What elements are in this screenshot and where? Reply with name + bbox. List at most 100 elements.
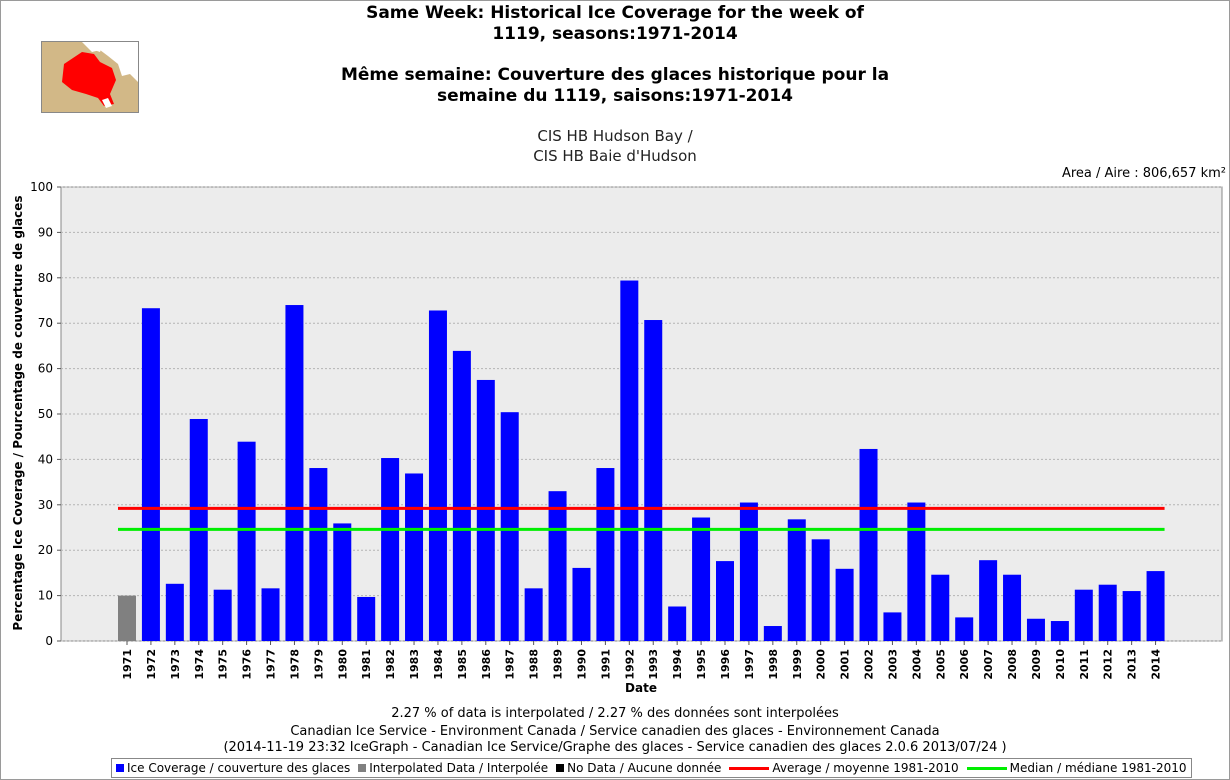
legend-average-line	[729, 766, 770, 770]
x-axis-label: Date	[625, 681, 657, 695]
bar	[1003, 574, 1022, 641]
bar	[1146, 571, 1165, 641]
x-tick-label: 1983	[408, 649, 421, 680]
legend-coverage-label: Ice Coverage / couverture des glaces	[127, 761, 351, 775]
x-tick-label: 1988	[528, 649, 541, 680]
bar	[907, 502, 926, 641]
bar	[285, 305, 304, 641]
x-tick-label: 2009	[1030, 649, 1043, 680]
footer-interpolation-note: 2.27 % of data is interpolated / 2.27 % …	[391, 706, 839, 721]
x-tick-label: 1984	[432, 649, 445, 680]
bar	[1122, 591, 1141, 641]
y-axis-label: Percentage Ice Coverage / Pourcentage de…	[11, 195, 25, 630]
bar	[548, 491, 567, 641]
bar	[1050, 621, 1069, 641]
bar-chart: 0 10 20 30 40 50 60 70 80 90 100 1971 1972 1973 1974 19…	[11, 180, 1223, 695]
area-label: Area / Aire : 806,657 km²	[1061, 166, 1226, 181]
bar	[165, 583, 184, 641]
bar	[141, 308, 160, 641]
hudson-bay-region	[62, 52, 116, 106]
bar	[979, 560, 998, 641]
bar	[763, 626, 782, 641]
x-tick-label: 1987	[504, 649, 517, 680]
y-tick-label: 20	[38, 543, 53, 557]
bar	[787, 519, 806, 641]
x-tick-label: 1998	[767, 649, 780, 680]
x-tick-label: 2002	[863, 649, 876, 680]
legend-interpolated-label: Interpolated Data / Interpolée	[369, 761, 549, 775]
y-tick-label: 90	[38, 225, 53, 239]
bar-interpolated	[118, 595, 136, 641]
bar	[859, 448, 878, 641]
legend-interpolated-swatch	[358, 764, 367, 772]
y-tick-label: 50	[38, 407, 53, 421]
x-tick-label: 1974	[193, 649, 206, 680]
x-tick-label: 2005	[934, 649, 947, 680]
bar	[237, 441, 256, 641]
y-tick-label: 80	[38, 271, 53, 285]
legend-median: Median / médiane 1981-2010	[966, 761, 1187, 775]
x-tick-label: 1997	[743, 649, 756, 680]
legend-coverage-swatch	[116, 764, 124, 772]
y-tick-label: 100	[30, 180, 53, 194]
x-tick-label: 1992	[623, 649, 636, 680]
x-tick-label: 1979	[312, 649, 325, 680]
x-tick-label: 2013	[1126, 649, 1139, 680]
bar	[931, 574, 950, 641]
legend-coverage: Ice Coverage / couverture des glaces	[116, 761, 350, 775]
y-tick-label: 70	[38, 316, 53, 330]
bar	[692, 517, 711, 641]
x-tick-label: 1975	[217, 649, 230, 680]
x-tick-label: 1978	[288, 649, 301, 680]
bar	[883, 612, 902, 641]
x-tick-label: 2008	[1006, 649, 1019, 680]
title-en-line1: Same Week: Historical Ice Coverage for t…	[366, 3, 864, 23]
bar	[428, 310, 447, 641]
x-tick-label: 1991	[599, 649, 612, 680]
bar	[333, 523, 352, 641]
x-tick-label: 1993	[647, 649, 660, 680]
bar	[476, 379, 495, 641]
y-tick-label: 40	[38, 452, 53, 466]
x-tick-label: 2006	[958, 649, 971, 680]
bar	[596, 468, 615, 641]
x-tick-label: 2011	[1078, 649, 1091, 680]
bar	[452, 350, 471, 641]
bar	[1074, 589, 1093, 641]
x-tick-label: 1994	[671, 649, 684, 680]
x-tick-label: 1996	[719, 649, 732, 680]
legend-median-label: Median / médiane 1981-2010	[1009, 761, 1187, 775]
x-tick-label: 1985	[456, 649, 469, 680]
bar	[1026, 618, 1045, 641]
bar	[835, 568, 854, 641]
x-tick-label: 2014	[1150, 649, 1163, 680]
bar	[309, 468, 328, 641]
x-tick-label: 1977	[265, 649, 278, 680]
region-line1: CIS HB Hudson Bay /	[537, 127, 693, 145]
legend-nodata-label: No Data / Aucune donnée	[567, 761, 722, 775]
x-tick-label: 1980	[336, 649, 349, 680]
legend-interpolated: Interpolated Data / Interpolée	[358, 761, 548, 775]
y-tick-label: 0	[45, 634, 53, 648]
title-fr-line2: semaine du 1119, saisons:1971-2014	[436, 86, 793, 106]
legend-average: Average / moyenne 1981-2010	[729, 761, 959, 775]
x-tick-label: 1986	[480, 649, 493, 680]
x-tick-label: 1972	[145, 649, 158, 680]
y-tick-label: 30	[38, 498, 53, 512]
region-line2: CIS HB Baie d'Hudson	[533, 147, 697, 165]
bar	[381, 458, 400, 641]
x-tick-label: 2012	[1102, 649, 1115, 680]
legend-median-line	[966, 766, 1007, 770]
y-tick-label: 10	[38, 589, 53, 603]
x-tick-label: 1990	[575, 649, 588, 680]
x-tick-label: 2003	[886, 649, 899, 680]
bar	[644, 320, 663, 641]
x-tick-label: 1989	[552, 649, 565, 680]
x-tick-label: 1982	[384, 649, 397, 680]
footer-timestamp: (2014-11-19 23:32 IceGraph - Canadian Ic…	[223, 740, 1007, 755]
bar	[357, 596, 376, 641]
x-tick-label: 1971	[121, 649, 134, 680]
y-tick-label: 60	[38, 362, 53, 376]
bar	[572, 567, 591, 641]
x-tick-label: 2000	[815, 649, 828, 680]
